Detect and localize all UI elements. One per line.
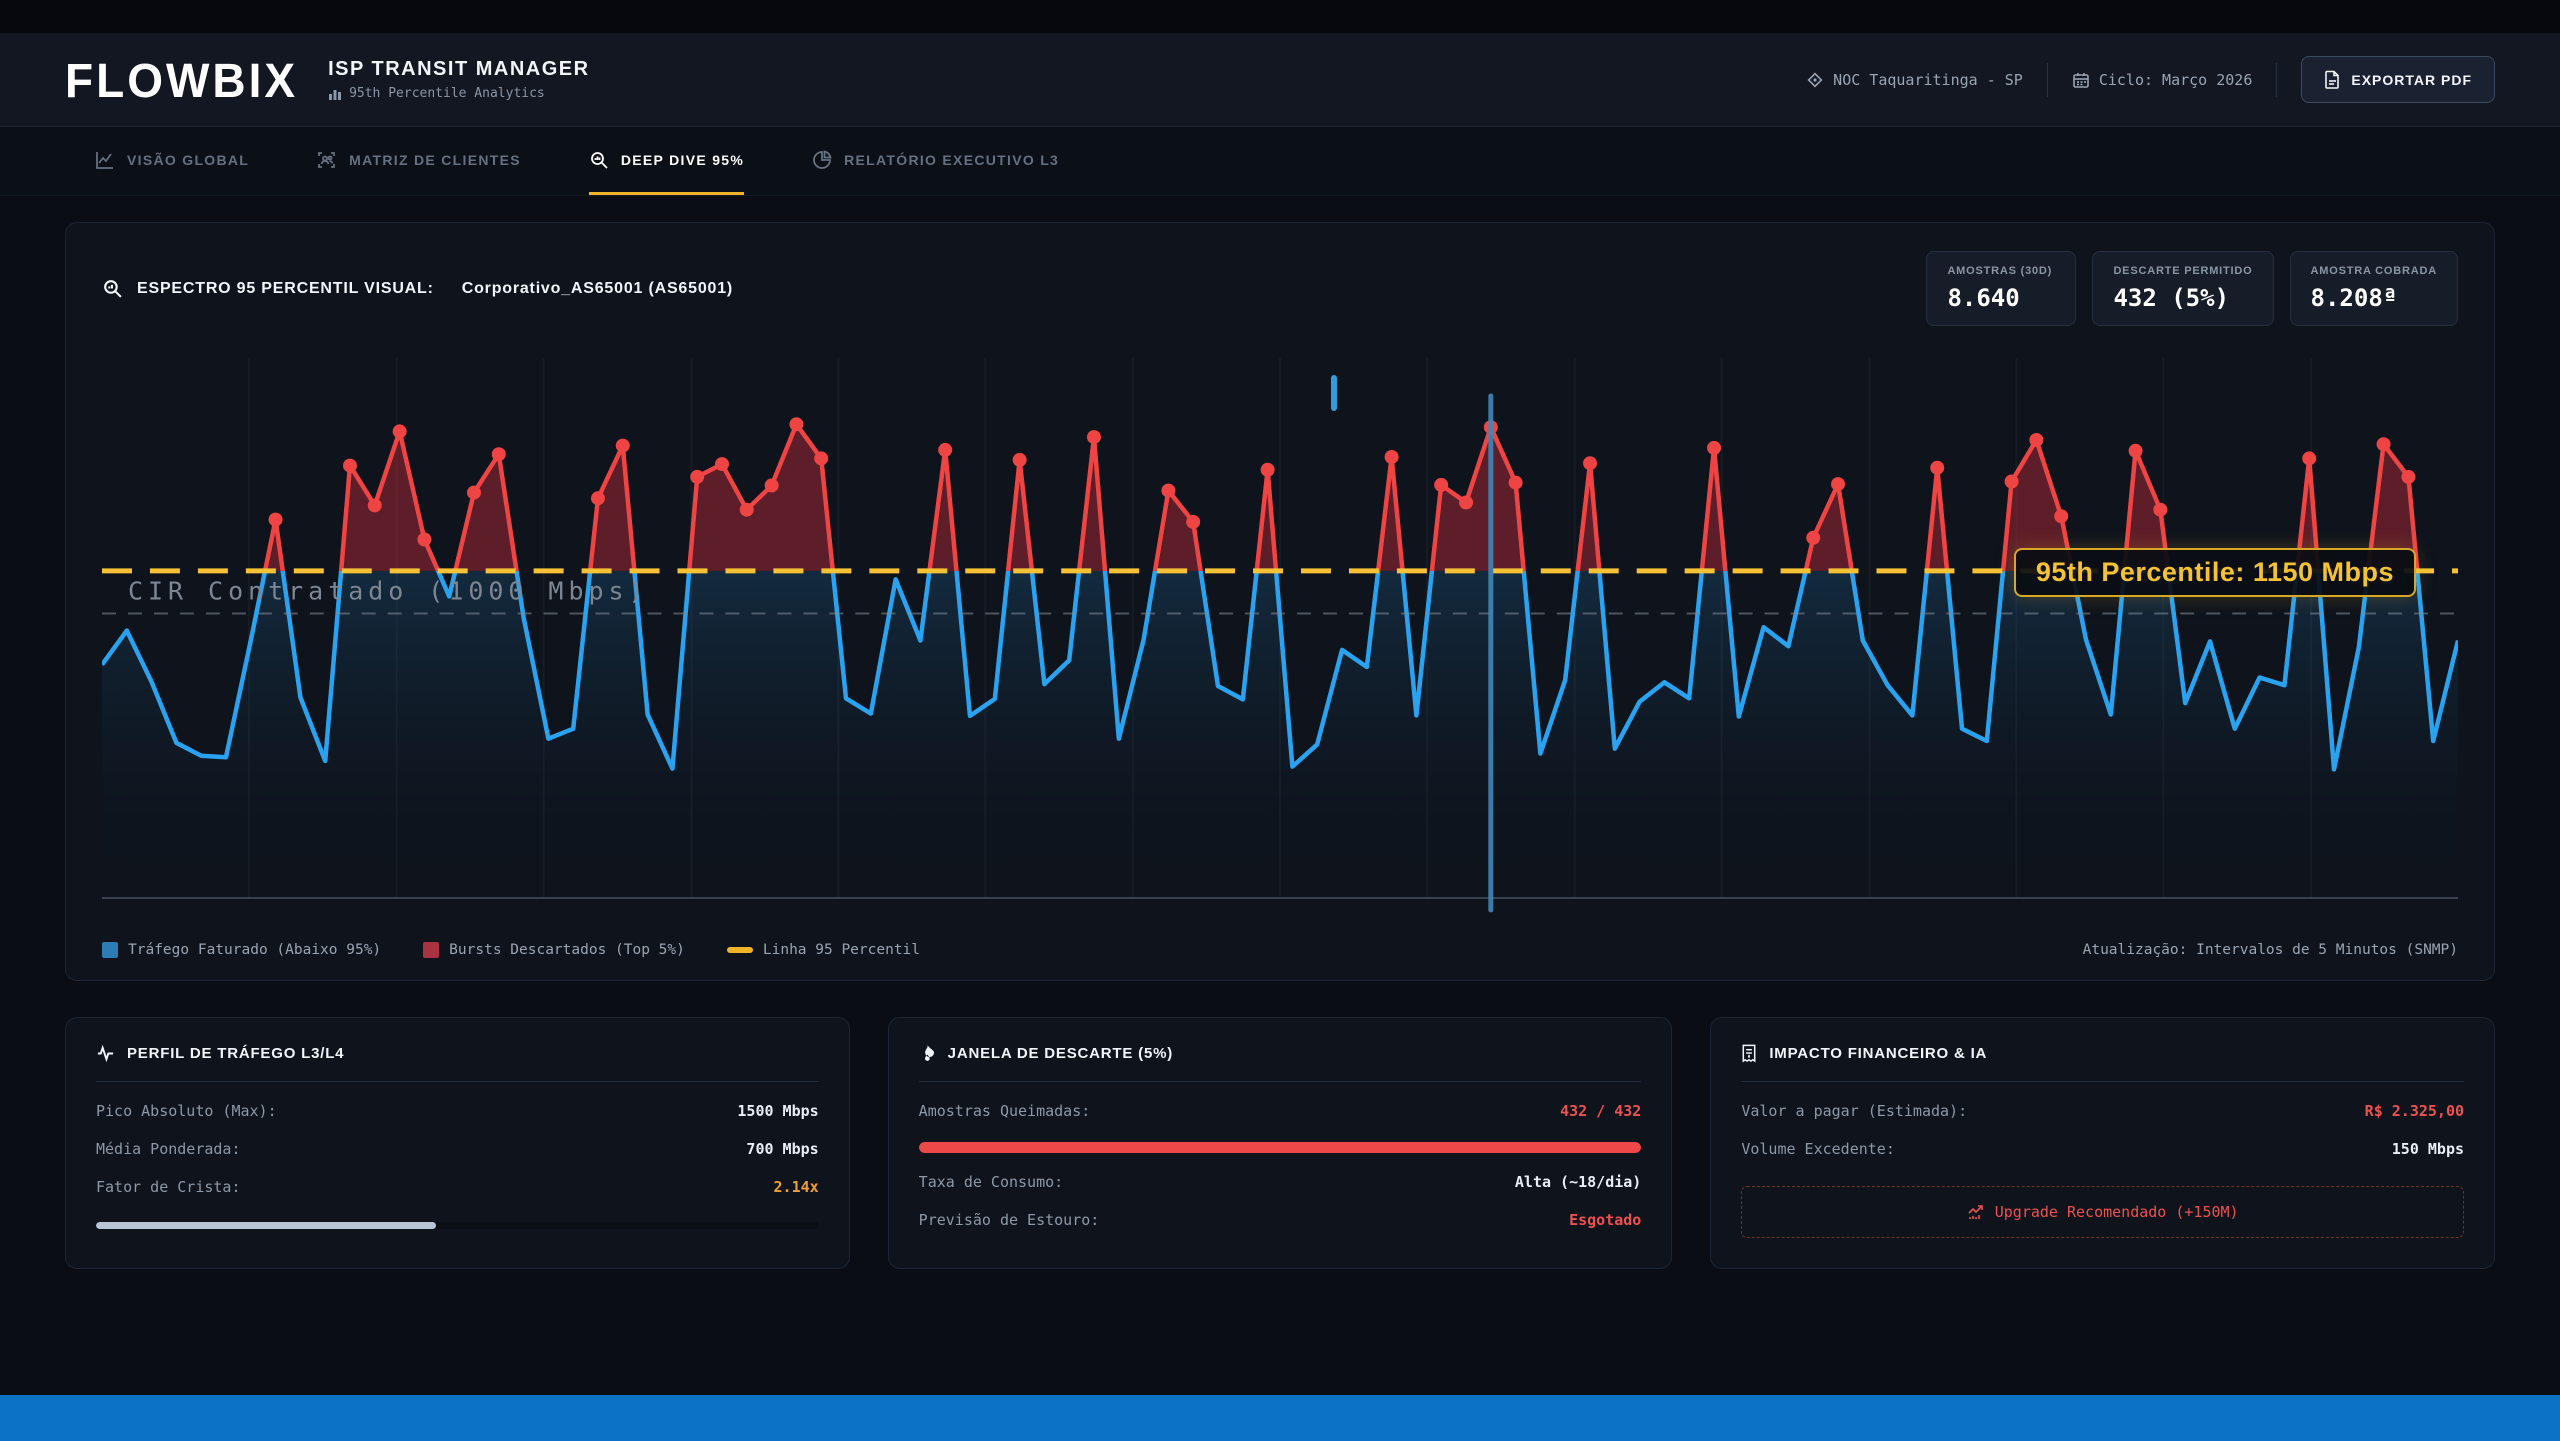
legend-item-bursts: Bursts Descartados (Top 5%) bbox=[423, 942, 685, 958]
row-pico-absoluto: Pico Absoluto (Max): 1500 Mbps bbox=[96, 1102, 819, 1120]
divider bbox=[1741, 1081, 2464, 1082]
spectrum-panel: ESPECTRO 95 PERCENTIL VISUAL: Corporativ… bbox=[65, 222, 2495, 981]
billing-cycle: Ciclo: Março 2026 bbox=[2072, 71, 2253, 89]
svg-text:CIR Contratado (1000 Mbps): CIR Contratado (1000 Mbps) bbox=[128, 576, 649, 605]
magnifier-icon bbox=[102, 278, 123, 299]
chart-legend: Tráfego Faturado (Abaixo 95%) Bursts Des… bbox=[102, 942, 2458, 958]
analytics-icon bbox=[328, 87, 342, 101]
panel-title-text: ESPECTRO 95 PERCENTIL VISUAL: bbox=[137, 280, 434, 298]
export-pdf-button[interactable]: EXPORTAR PDF bbox=[2301, 56, 2495, 103]
card-financial-impact: IMPACTO FINANCEIRO & IA Valor a pagar (E… bbox=[1710, 1017, 2495, 1269]
stat-card-descarte: DESCARTE PERMITIDO 432 (5%) bbox=[2092, 251, 2273, 326]
burn-progress-fill bbox=[919, 1142, 1642, 1153]
row-valor-a-pagar: Valor a pagar (Estimada): R$ 2.325,00 bbox=[1741, 1102, 2464, 1120]
card-traffic-profile: PERFIL DE TRÁFEGO L3/L4 Pico Absoluto (M… bbox=[65, 1017, 850, 1269]
yellow-line-swatch-icon bbox=[727, 947, 753, 953]
magnifier-icon bbox=[589, 150, 609, 170]
stat-value-amostras: 8.640 bbox=[1947, 284, 2055, 312]
pulse-icon bbox=[96, 1044, 115, 1063]
upgrade-recommended-button[interactable]: Upgrade Recomendado (+150M) bbox=[1741, 1186, 2464, 1238]
legend-item-faturado: Tráfego Faturado (Abaixo 95%) bbox=[102, 942, 381, 958]
stat-value-descarte: 432 (5%) bbox=[2113, 284, 2252, 312]
stat-card-amostras: AMOSTRAS (30D) 8.640 bbox=[1926, 251, 2076, 326]
app-title: ISP TRANSIT MANAGER bbox=[328, 58, 589, 81]
divider bbox=[919, 1081, 1642, 1082]
header-divider bbox=[2047, 63, 2048, 97]
tab-visao-global[interactable]: VISÃO GLOBAL bbox=[95, 127, 249, 195]
row-media-ponderada: Média Ponderada: 700 Mbps bbox=[96, 1140, 819, 1158]
row-volume-excedente: Volume Excedente: 150 Mbps bbox=[1741, 1140, 2464, 1158]
chart-canvas: CIR Contratado (1000 Mbps) bbox=[102, 358, 2458, 918]
divider bbox=[96, 1081, 819, 1082]
crest-progress-fill bbox=[96, 1222, 436, 1229]
blue-swatch-icon bbox=[102, 942, 118, 958]
tab-matriz-de-clientes[interactable]: MATRIZ DE CLIENTES bbox=[317, 127, 521, 195]
bottom-status-bar bbox=[0, 1395, 2560, 1441]
percentile-95-badge: 95th Percentile: 1150 Mbps bbox=[2014, 548, 2416, 597]
red-swatch-icon bbox=[423, 942, 439, 958]
app-subtitle: 95th Percentile Analytics bbox=[349, 86, 545, 101]
tab-relatorio-executivo[interactable]: RELATÓRIO EXECUTIVO L3 bbox=[812, 127, 1059, 195]
crest-progress-track bbox=[96, 1222, 819, 1229]
legend-item-linha95: Linha 95 Percentil bbox=[727, 942, 920, 958]
update-interval-note: Atualização: Intervalos de 5 Minutos (SN… bbox=[2083, 942, 2458, 958]
row-previsao-estouro: Previsão de Estouro: Esgotado bbox=[919, 1211, 1642, 1229]
stat-value-cobrada: 8.208ª bbox=[2311, 284, 2437, 312]
invoice-icon bbox=[1741, 1044, 1757, 1063]
traffic-spectrum-chart[interactable]: CIR Contratado (1000 Mbps) 95th Percenti… bbox=[102, 358, 2458, 918]
row-amostras-queimadas: Amostras Queimadas: 432 / 432 bbox=[919, 1102, 1642, 1120]
row-taxa-consumo: Taxa de Consumo: Alta (~18/dia) bbox=[919, 1173, 1642, 1191]
stat-card-cobrada: AMOSTRA COBRADA 8.208ª bbox=[2290, 251, 2458, 326]
calendar-icon bbox=[2072, 71, 2090, 89]
top-strip bbox=[0, 0, 2560, 33]
app-header: FLOWBIX ISP TRANSIT MANAGER 95th Percent… bbox=[0, 33, 2560, 127]
pdf-file-icon bbox=[2324, 70, 2341, 89]
header-divider bbox=[2276, 63, 2277, 97]
trend-up-icon bbox=[1967, 1204, 1985, 1220]
flame-icon bbox=[919, 1044, 936, 1063]
location-pin-icon bbox=[1806, 71, 1824, 89]
flowbix-logo: FLOWBIX bbox=[65, 51, 298, 108]
row-fator-crista: Fator de Crista: 2.14x bbox=[96, 1178, 819, 1196]
panel-title: ESPECTRO 95 PERCENTIL VISUAL: Corporativ… bbox=[102, 278, 733, 299]
tab-bar: VISÃO GLOBAL MATRIZ DE CLIENTES DEEP DIV… bbox=[0, 127, 2560, 196]
tab-deep-dive-95[interactable]: DEEP DIVE 95% bbox=[589, 127, 744, 195]
line-chart-icon bbox=[95, 150, 115, 170]
noc-location: NOC Taquaritinga - SP bbox=[1806, 71, 2023, 89]
card-burn-window: JANELA DE DESCARTE (5%) Amostras Queimad… bbox=[888, 1017, 1673, 1269]
client-subject: Corporativo_AS65001 (AS65001) bbox=[462, 280, 733, 298]
users-matrix-icon bbox=[317, 150, 337, 170]
pie-chart-icon bbox=[812, 150, 832, 170]
burn-progress-track bbox=[919, 1142, 1642, 1153]
app-title-block: ISP TRANSIT MANAGER 95th Percentile Anal… bbox=[328, 58, 589, 101]
